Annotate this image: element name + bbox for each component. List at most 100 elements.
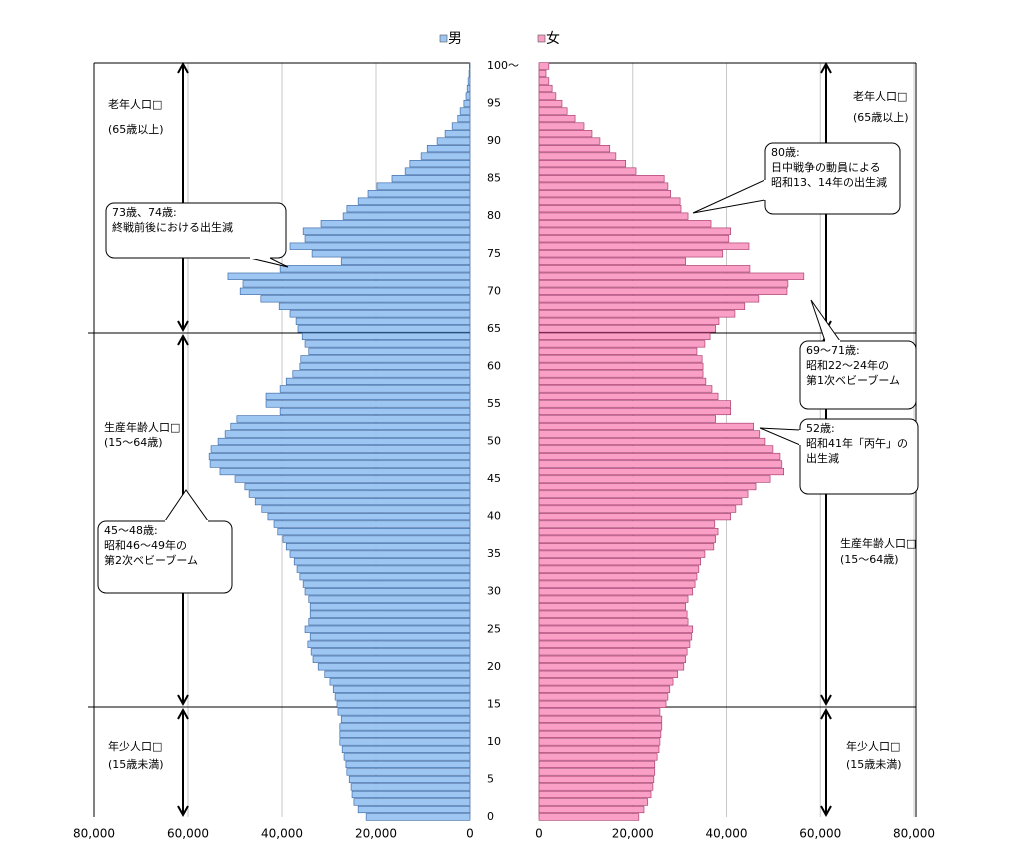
bar (297, 325, 471, 333)
callout-text: 80歳: (771, 146, 800, 159)
age-label: 80 (487, 209, 501, 222)
bar (409, 160, 471, 168)
bar (346, 768, 471, 776)
bar (538, 250, 724, 258)
bar (345, 760, 471, 769)
bar (538, 497, 743, 506)
bar (339, 723, 471, 731)
arrow-head (177, 333, 189, 346)
bar (265, 392, 471, 401)
bar (279, 265, 471, 273)
bar (538, 648, 688, 656)
bar (538, 798, 649, 806)
x-tick-label-right: 80,000 (893, 827, 935, 841)
group-label: 年少人口□ (846, 739, 900, 753)
age-label: 10 (487, 735, 501, 748)
callout-box (799, 340, 917, 410)
bar (538, 235, 730, 243)
bar (436, 137, 471, 145)
bar (230, 422, 471, 431)
bar (538, 693, 669, 701)
age-label: 75 (487, 247, 501, 260)
bar (538, 640, 691, 648)
bar (538, 182, 669, 190)
bar (304, 625, 471, 633)
bar (538, 543, 715, 551)
bar (299, 573, 471, 581)
group-label: 生産年齢人口□ (840, 536, 916, 550)
bar (538, 475, 771, 483)
bar (300, 355, 471, 363)
bar (343, 753, 471, 761)
bar (353, 798, 471, 806)
bar (538, 407, 732, 416)
bar (219, 467, 471, 476)
bar (538, 753, 658, 761)
bar (309, 610, 471, 618)
bar (457, 114, 471, 123)
bar (208, 452, 471, 461)
bar (278, 302, 471, 310)
bar (295, 317, 471, 325)
bar (282, 535, 471, 543)
bar (308, 618, 471, 626)
bar (538, 257, 687, 265)
age-label: 40 (487, 510, 501, 523)
age-label: 100～ (487, 59, 519, 72)
bar (341, 745, 471, 754)
bar (336, 700, 471, 708)
bar (217, 437, 471, 446)
group-label: 生産年齢人口□ (104, 420, 180, 434)
bar (538, 520, 716, 528)
bar (538, 77, 550, 85)
group-range: (65歳以上) (108, 123, 164, 136)
bar (538, 377, 707, 386)
bar (308, 347, 471, 355)
bar (538, 490, 749, 498)
bar (465, 92, 471, 100)
bars (208, 62, 805, 821)
bar (538, 595, 689, 603)
bar (538, 535, 717, 543)
x-tick-label-left: 40,000 (261, 827, 303, 841)
arrow-head (820, 805, 832, 818)
bar (459, 107, 471, 115)
bar (391, 175, 471, 183)
bar (538, 400, 732, 408)
bar (260, 295, 471, 303)
callout-text: 日中戦争の動員による (771, 160, 881, 174)
x-tick-label-right: 0 (535, 827, 543, 841)
bar (463, 99, 471, 108)
bar (224, 430, 471, 438)
bar (320, 220, 471, 228)
bar (309, 603, 471, 611)
callout-tail (759, 427, 801, 446)
bar (289, 242, 471, 250)
bar (538, 768, 656, 776)
bar (538, 325, 717, 333)
x-tick-label-left: 80,000 (73, 827, 115, 841)
bar (376, 182, 471, 190)
bar (538, 205, 682, 213)
bar (538, 197, 681, 205)
callout-text: 終戦前後における出生減 (112, 220, 233, 234)
bar (538, 512, 732, 521)
bar (308, 595, 471, 603)
bar (292, 370, 471, 378)
bar (538, 99, 563, 108)
bar (538, 603, 687, 611)
arrow-head (177, 320, 189, 333)
bar (239, 287, 471, 295)
callout-text: 第2次ベビーブーム (104, 553, 198, 567)
bar (279, 407, 471, 416)
callout-text: 69～71歳: (806, 344, 860, 357)
bar (538, 212, 689, 220)
callout-box (764, 142, 901, 215)
bar (309, 633, 471, 641)
bar (538, 362, 704, 371)
bar (248, 490, 471, 498)
bar (538, 190, 672, 198)
arrow-head (177, 61, 189, 74)
bar (538, 670, 679, 678)
